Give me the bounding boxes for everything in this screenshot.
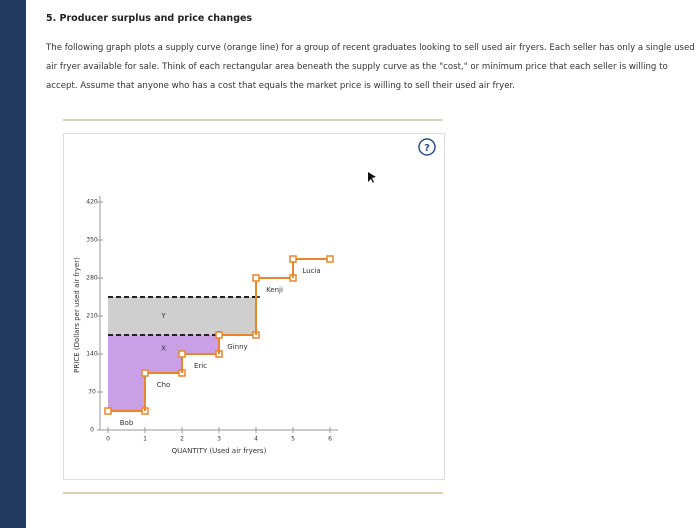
supply-point xyxy=(104,407,112,415)
heading: 5. Producer surplus and price changes xyxy=(46,13,253,24)
help-button[interactable] xyxy=(418,138,436,156)
help-icon[interactable]: ? xyxy=(424,143,430,154)
seller-label: Kenji xyxy=(266,286,283,294)
graph-panel xyxy=(63,133,445,480)
x-tick-label: 1 xyxy=(143,436,147,443)
x-tick-label: 3 xyxy=(217,436,221,443)
seller-label: Cho xyxy=(157,381,171,389)
supply-point xyxy=(141,369,149,377)
y-tick-label: 0 xyxy=(90,427,94,434)
area-label: Y xyxy=(160,312,166,320)
x-axis-label: QUANTITY (Used air fryers) xyxy=(172,447,267,455)
x-tick-label: 6 xyxy=(328,436,332,443)
seller-label: Ginny xyxy=(227,343,247,351)
sidebar xyxy=(0,0,26,528)
supply-point xyxy=(252,274,260,282)
x-tick-label: 5 xyxy=(291,436,295,443)
supply-point xyxy=(289,255,297,263)
x-tick-label: 2 xyxy=(180,436,184,443)
cursor xyxy=(368,172,376,183)
supply-point xyxy=(178,350,186,358)
y-tick-label: 420 xyxy=(86,199,98,206)
area-label: X xyxy=(161,345,166,353)
seller-label: Eric xyxy=(194,362,207,370)
y-tick-label: 140 xyxy=(86,351,98,358)
seller-label: Bob xyxy=(120,419,134,427)
y-tick-label: 70 xyxy=(88,389,96,396)
seller-label: Lucia xyxy=(302,267,320,275)
surplus-area-y xyxy=(108,297,256,335)
supply-point xyxy=(326,255,334,263)
y-axis-label: PRICE (Dollars per used air fryer) xyxy=(73,257,81,373)
divider xyxy=(63,492,443,494)
y-tick-label: 350 xyxy=(86,237,98,244)
y-tick-label: 210 xyxy=(86,313,98,320)
divider xyxy=(63,119,443,121)
y-tick-label: 280 xyxy=(86,275,98,282)
supply-point xyxy=(215,331,223,339)
x-tick-label: 4 xyxy=(254,436,258,443)
instructions: The following graph plots a supply curve… xyxy=(46,43,695,91)
x-tick-label: 0 xyxy=(106,436,110,443)
